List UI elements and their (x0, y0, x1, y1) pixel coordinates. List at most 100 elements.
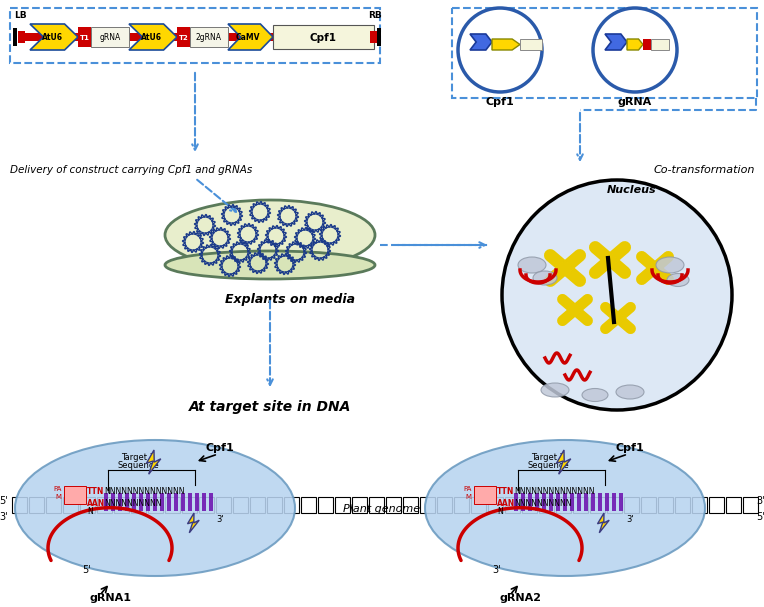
Bar (199, 497, 214, 513)
Polygon shape (492, 39, 520, 50)
Bar (556, 493, 560, 511)
Text: TTN: TTN (87, 487, 105, 497)
Polygon shape (470, 34, 492, 50)
Bar (104, 493, 108, 511)
Bar (370, 31, 377, 43)
Text: AtU6: AtU6 (41, 33, 63, 42)
Bar (111, 493, 115, 511)
Bar (420, 497, 435, 513)
Bar (318, 497, 333, 513)
Text: Cpf1: Cpf1 (616, 443, 644, 453)
Bar (284, 497, 299, 513)
Text: 5': 5' (756, 512, 764, 522)
Text: 3': 3' (216, 515, 224, 524)
Bar (13, 28, 17, 46)
Bar (181, 493, 185, 511)
Text: N: N (497, 507, 503, 517)
Bar (250, 497, 265, 513)
Text: NNNNNNNNNN: NNNNNNNNNN (514, 500, 571, 509)
Text: M: M (465, 494, 471, 500)
Bar (605, 493, 609, 511)
Bar (641, 497, 656, 513)
Bar (607, 497, 622, 513)
Text: LB: LB (14, 10, 26, 19)
Bar (18, 31, 25, 43)
Text: 3': 3' (756, 496, 764, 506)
Bar (335, 497, 350, 513)
Bar (488, 497, 503, 513)
Bar (675, 497, 690, 513)
Ellipse shape (425, 440, 705, 576)
Text: CaMV: CaMV (236, 33, 261, 42)
Bar (521, 493, 525, 511)
Bar (139, 493, 143, 511)
Bar (12, 497, 27, 513)
Text: 2gRNA: 2gRNA (196, 33, 222, 42)
Bar (160, 493, 164, 511)
Bar (125, 493, 129, 511)
Ellipse shape (656, 257, 684, 273)
Bar (131, 497, 146, 513)
Text: Cpf1: Cpf1 (486, 97, 514, 107)
Text: AtU6: AtU6 (141, 33, 161, 42)
Ellipse shape (518, 257, 546, 273)
Text: Co-transformation: Co-transformation (654, 165, 755, 175)
Bar (202, 493, 206, 511)
Bar (658, 497, 673, 513)
Polygon shape (597, 513, 609, 533)
Polygon shape (556, 450, 571, 474)
Ellipse shape (15, 440, 295, 576)
Text: AAN: AAN (497, 500, 515, 509)
Bar (64, 486, 86, 504)
Text: At target site in DNA: At target site in DNA (189, 400, 351, 414)
Text: 5': 5' (83, 565, 92, 575)
Bar (522, 497, 537, 513)
Bar (195, 493, 199, 511)
Text: gRNA2: gRNA2 (499, 593, 541, 603)
Bar (591, 493, 595, 511)
Text: gRNA1: gRNA1 (89, 593, 131, 603)
Text: T1: T1 (79, 35, 89, 41)
Text: 3': 3' (493, 565, 501, 575)
Bar (709, 497, 724, 513)
Text: RB: RB (368, 10, 382, 19)
Bar (114, 497, 129, 513)
Bar (437, 497, 452, 513)
Bar (267, 497, 282, 513)
Bar (233, 497, 248, 513)
Text: AAN: AAN (87, 500, 105, 509)
Bar (188, 493, 192, 511)
Bar (692, 497, 707, 513)
Bar (209, 493, 213, 511)
Bar (651, 39, 669, 50)
Ellipse shape (541, 383, 569, 397)
Bar (352, 497, 367, 513)
Text: gRNA: gRNA (618, 97, 652, 107)
Bar (643, 39, 651, 50)
Bar (386, 497, 401, 513)
Bar (563, 493, 567, 511)
Bar (573, 497, 588, 513)
Bar (542, 493, 546, 511)
Text: 5': 5' (0, 496, 8, 506)
Bar (454, 497, 469, 513)
Text: Cpf1: Cpf1 (206, 443, 235, 453)
Bar (273, 25, 374, 49)
Text: Cpf1: Cpf1 (310, 33, 337, 43)
Bar (590, 497, 605, 513)
Bar (619, 493, 623, 511)
Bar (539, 497, 554, 513)
Bar (174, 493, 178, 511)
Bar (514, 493, 518, 511)
Bar (505, 497, 520, 513)
Bar (165, 497, 180, 513)
Text: NNNNNNNNNN: NNNNNNNNNN (104, 500, 161, 509)
Bar (556, 497, 571, 513)
Bar (474, 486, 496, 504)
Polygon shape (605, 34, 627, 50)
Bar (97, 497, 112, 513)
Text: Target 2: Target 2 (531, 453, 565, 463)
Text: NNNNNNNNNNNNNN: NNNNNNNNNNNNNN (514, 487, 594, 497)
Bar (520, 39, 542, 50)
Polygon shape (228, 24, 273, 50)
